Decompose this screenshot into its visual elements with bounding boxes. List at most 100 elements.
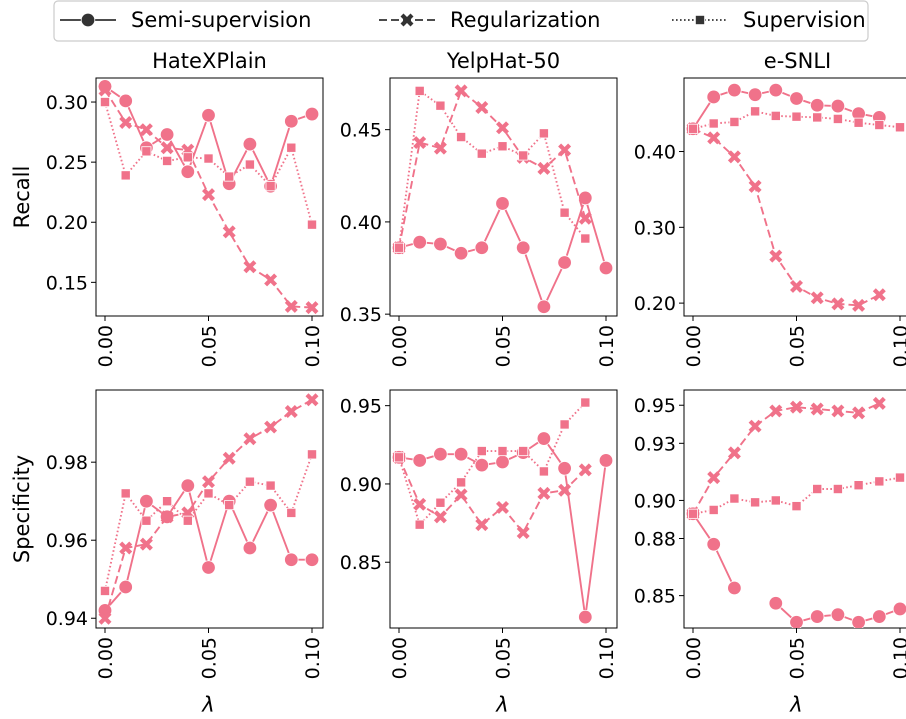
series-line-regularization — [692, 402, 880, 515]
data-point-regularization — [264, 273, 278, 287]
x-tick-label: 0.00 — [389, 325, 411, 367]
y-axis-label: Specificity — [10, 455, 34, 563]
data-point-regularization — [264, 420, 278, 434]
data-point-semi-supervision — [810, 609, 825, 624]
data-point-regularization — [160, 141, 174, 155]
data-point-regularization — [748, 179, 762, 193]
data-point-semi-supervision — [412, 453, 427, 468]
data-point-regularization — [831, 297, 845, 311]
data-point-semi-supervision — [516, 240, 531, 255]
legend-label-supervision: Supervision — [743, 8, 866, 32]
data-point-supervision — [244, 476, 255, 487]
series-line-supervision — [692, 476, 901, 515]
series-line-semi-supervision — [398, 196, 607, 308]
series-line-regularization — [398, 456, 586, 534]
x-tick-label: 0.10 — [302, 637, 324, 679]
axes-frame — [389, 77, 618, 317]
data-point-semi-supervision — [727, 580, 742, 596]
data-point-regularization — [831, 404, 845, 418]
data-point-supervision — [770, 110, 781, 121]
data-point-regularization — [475, 101, 489, 115]
data-point-regularization — [119, 115, 133, 129]
data-point-regularization — [454, 84, 468, 98]
data-point-supervision — [791, 111, 802, 122]
legend-marker-supervision — [695, 14, 706, 25]
data-point-supervision — [435, 497, 446, 508]
series-line-supervision — [692, 110, 901, 130]
panel-hatexplain-specificity: 0.94 0.96 0.98 0.00 0.05 0.10 Specificity λ — [10, 389, 324, 717]
data-point-supervision — [538, 128, 549, 139]
data-point-supervision — [832, 484, 843, 495]
data-point-regularization — [537, 161, 551, 175]
x-axis-label: λ — [495, 693, 508, 717]
data-point-supervision — [120, 170, 131, 181]
series-layer — [685, 82, 906, 312]
panels: 0.15 0.20 0.25 0.30 0.00 0.05 0.10 HateXPlain Re… — [10, 49, 906, 717]
x-axis-label: λ — [789, 693, 802, 717]
data-point-supervision — [182, 515, 193, 526]
data-point-supervision — [141, 146, 152, 157]
y-tick-label: 0.96 — [46, 530, 88, 552]
legend-label-semi-supervision: Semi-supervision — [131, 8, 311, 32]
data-point-supervision — [729, 116, 740, 127]
data-point-semi-supervision — [495, 196, 510, 211]
data-point-supervision — [874, 476, 885, 487]
data-point-regularization — [284, 299, 298, 313]
data-point-semi-supervision — [118, 93, 133, 109]
data-point-semi-supervision — [598, 260, 614, 276]
data-point-regularization — [790, 400, 803, 414]
data-point-supervision — [580, 397, 591, 408]
y-tick-label: 0.30 — [634, 217, 676, 239]
data-point-semi-supervision — [284, 552, 299, 567]
data-point-supervision — [812, 484, 823, 495]
data-point-regularization — [727, 150, 741, 164]
y-tick-label: 0.85 — [340, 552, 382, 574]
y-tick-label: 0.15 — [46, 272, 88, 294]
data-point-supervision — [162, 155, 173, 166]
data-point-regularization — [413, 497, 427, 511]
data-point-supervision — [538, 466, 549, 477]
data-point-regularization — [872, 288, 886, 302]
data-point-regularization — [578, 463, 592, 477]
data-point-semi-supervision — [412, 235, 427, 250]
y-axis-label: Recall — [10, 166, 34, 229]
y-tick-label: 0.40 — [634, 142, 676, 164]
data-point-supervision — [874, 119, 885, 130]
data-point-supervision — [182, 152, 193, 163]
data-point-regularization — [578, 211, 592, 225]
panel-e-snli-recall: 0.20 0.30 0.40 0.00 0.05 0.10 e-SNLI — [634, 49, 906, 367]
data-point-semi-supervision — [768, 596, 784, 611]
panel-title: HateXPlain — [152, 49, 267, 73]
data-point-regularization — [769, 404, 783, 418]
series-layer — [685, 396, 906, 628]
x-tick-label: 0.10 — [596, 325, 618, 367]
data-point-semi-supervision — [557, 255, 572, 270]
legend-box — [53, 0, 869, 42]
data-point-semi-supervision — [201, 108, 216, 123]
data-point-regularization — [433, 141, 447, 155]
data-point-supervision — [162, 496, 173, 507]
data-point-semi-supervision — [242, 540, 258, 556]
data-point-regularization — [790, 279, 803, 293]
data-point-supervision — [265, 181, 276, 192]
data-point-semi-supervision — [892, 601, 906, 617]
legend-marker-regularization — [400, 13, 414, 27]
data-point-semi-supervision — [727, 82, 742, 98]
data-point-regularization — [413, 136, 427, 150]
x-tick-label: 0.05 — [199, 637, 221, 679]
y-tick-label: 0.45 — [340, 120, 382, 142]
series-line-semi-supervision — [692, 89, 880, 130]
data-point-semi-supervision — [872, 609, 887, 624]
data-point-semi-supervision — [789, 615, 804, 628]
axes-frame — [683, 77, 906, 317]
data-point-semi-supervision — [789, 91, 804, 106]
x-tick-label: 0.00 — [389, 637, 411, 679]
data-point-regularization — [305, 301, 319, 315]
data-point-semi-supervision — [433, 446, 448, 462]
data-point-supervision — [497, 446, 508, 457]
data-point-supervision — [120, 488, 131, 499]
data-point-regularization — [810, 402, 824, 416]
x-tick-label: 0.05 — [787, 637, 809, 679]
y-tick-label: 0.95 — [340, 396, 382, 418]
